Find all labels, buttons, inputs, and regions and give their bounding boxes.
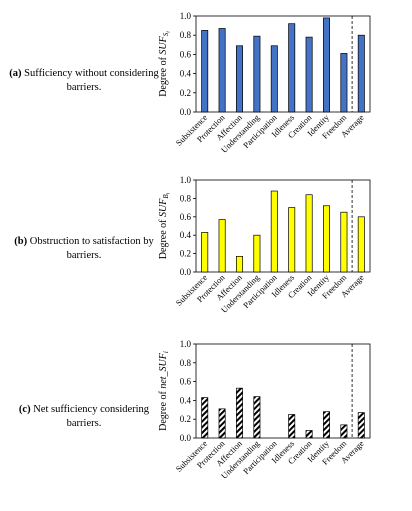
- bar-average: [357, 412, 365, 439]
- bar-understanding: [253, 396, 261, 439]
- bar-affection: [236, 387, 243, 439]
- y-tick-label: 1.0: [180, 11, 192, 21]
- bar-protection: [218, 219, 226, 273]
- y-tick-label: 1.0: [180, 339, 192, 349]
- bar-participation: [270, 190, 278, 273]
- bar-understanding: [253, 234, 261, 273]
- y-axis-label: Degree of SUFBi: [158, 192, 172, 259]
- bar-freedom: [340, 53, 348, 113]
- bar-participation: [270, 45, 278, 113]
- bar-identity: [323, 205, 330, 273]
- y-tick-label: 0.4: [180, 395, 192, 405]
- y-tick-label: 1.0: [180, 175, 192, 185]
- bar-idleness: [288, 23, 296, 113]
- y-tick-label: 0.4: [180, 230, 192, 240]
- bar-affection: [236, 45, 243, 113]
- bar-understanding: [253, 35, 261, 113]
- caption-a: (a) Sufficiency without considering barr…: [9, 68, 159, 93]
- bar-average: [357, 34, 365, 113]
- bar-creation: [305, 194, 313, 273]
- bar-idleness: [288, 414, 296, 439]
- y-tick-label: 0.0: [180, 267, 192, 277]
- y-axis-label: Degree of SUFSi: [158, 31, 172, 97]
- bar-freedom: [340, 424, 348, 439]
- bar-identity: [323, 411, 330, 439]
- bar-creation: [305, 36, 313, 113]
- bar-freedom: [340, 211, 348, 273]
- bar-protection: [218, 408, 226, 439]
- y-axis-label: Degree of net_SUFi: [158, 351, 170, 431]
- y-tick-label: 0.2: [180, 414, 191, 424]
- y-tick-label: 0.8: [180, 30, 192, 40]
- bar-average: [357, 216, 365, 273]
- y-tick-label: 0.2: [180, 88, 191, 98]
- bar-idleness: [288, 207, 296, 273]
- bar-subsistence: [201, 232, 209, 273]
- y-tick-label: 0.0: [180, 107, 192, 117]
- y-tick-label: 0.8: [180, 193, 192, 203]
- y-tick-label: 0.6: [180, 49, 192, 59]
- y-tick-label: 0.4: [180, 69, 192, 79]
- caption-c: (c) Net sufficiency considering barriers…: [18, 404, 150, 429]
- bar-affection: [236, 256, 243, 273]
- y-tick-label: 0.6: [180, 212, 192, 222]
- bar-creation: [305, 430, 313, 439]
- plot-frame: [195, 343, 371, 439]
- bar-subsistence: [201, 397, 209, 439]
- caption-b: (b) Obstruction to satisfaction by barri…: [14, 236, 154, 261]
- plot-frame: [195, 179, 371, 273]
- y-tick-label: 0.6: [180, 377, 192, 387]
- bar-identity: [323, 17, 330, 113]
- bar-protection: [218, 28, 226, 113]
- y-tick-label: 0.0: [180, 433, 192, 443]
- plot-frame: [195, 15, 371, 113]
- bar-subsistence: [201, 30, 209, 113]
- y-tick-label: 0.8: [180, 358, 192, 368]
- y-tick-label: 0.2: [180, 249, 191, 259]
